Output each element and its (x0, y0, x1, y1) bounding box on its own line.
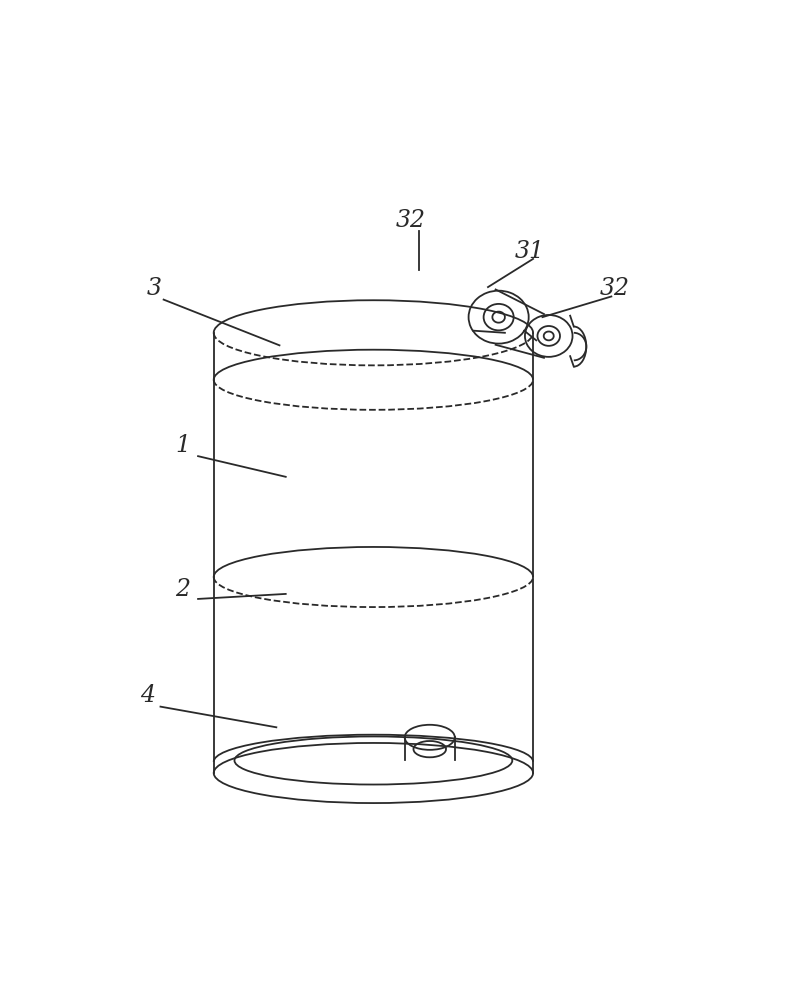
Text: 31: 31 (515, 240, 545, 263)
Text: 4: 4 (141, 684, 155, 707)
Text: 3: 3 (147, 277, 162, 300)
Text: 32: 32 (600, 277, 629, 300)
Text: 2: 2 (175, 578, 190, 601)
Text: 32: 32 (396, 209, 426, 232)
Text: 1: 1 (175, 434, 190, 457)
